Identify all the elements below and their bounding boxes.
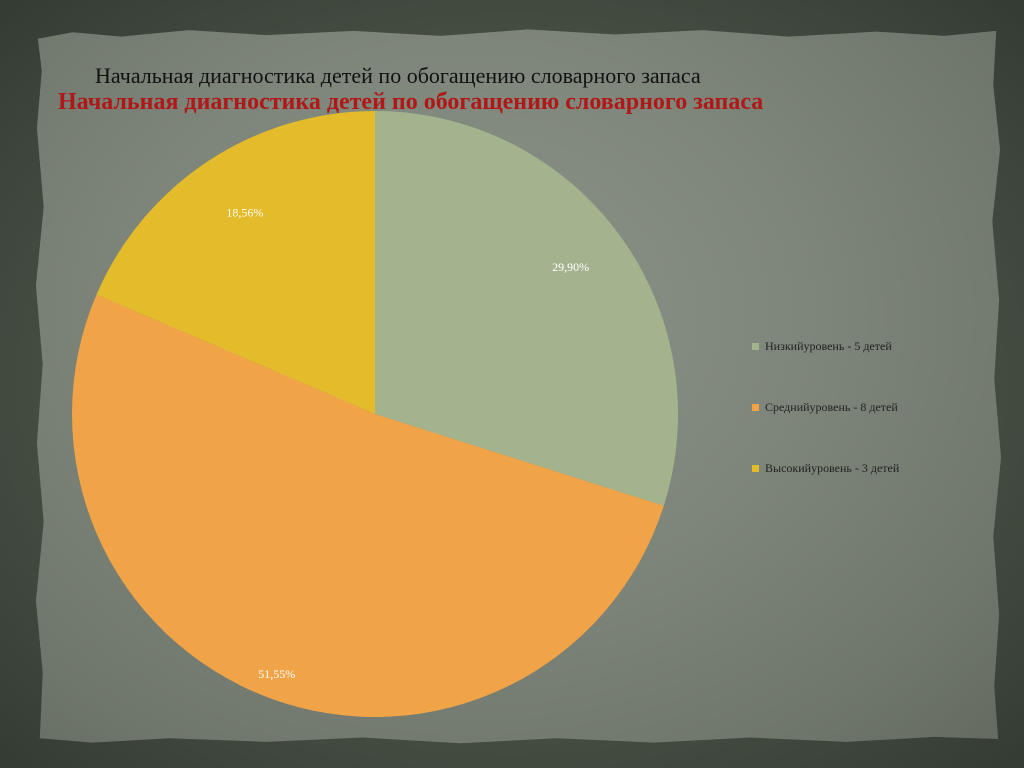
legend-label-high: Высокийуровень - 3 детей bbox=[765, 460, 900, 475]
legend-swatch-high bbox=[752, 464, 759, 472]
data-label-high: 18,56% bbox=[226, 206, 263, 220]
pie-slice-medium bbox=[71, 294, 664, 718]
chart-legend: Низкийуровень - 5 детей Среднийуровень -… bbox=[752, 338, 899, 521]
legend-swatch-low bbox=[752, 342, 759, 350]
legend-swatch-medium bbox=[752, 403, 759, 411]
data-label-medium: 51,55% bbox=[258, 667, 295, 681]
legend-label-medium: Среднийуровень - 8 детей bbox=[765, 399, 898, 414]
pie-slice-low bbox=[375, 111, 678, 506]
pie-slice-high bbox=[96, 111, 376, 414]
legend-item-low: Низкийуровень - 5 детей bbox=[752, 338, 899, 354]
chart-title: Начальная диагностика детей по обогащени… bbox=[58, 89, 764, 115]
data-label-low: 29,90% bbox=[552, 260, 589, 274]
slide-title: Начальная диагностика детей по обогащени… bbox=[95, 63, 701, 88]
legend-item-high: Высокийуровень - 3 детей bbox=[752, 460, 899, 476]
legend-label-low: Низкийуровень - 5 детей bbox=[765, 338, 892, 353]
legend-item-medium: Среднийуровень - 8 детей bbox=[752, 399, 899, 415]
